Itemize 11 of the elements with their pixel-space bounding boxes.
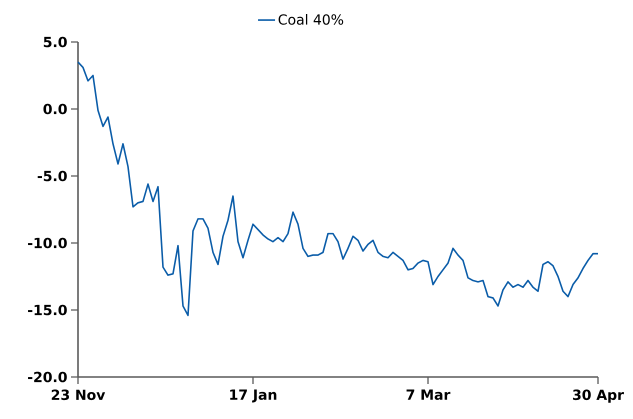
x-tick-label: 7 Mar (406, 390, 450, 400)
y-tick-label: -5.0 (38, 170, 67, 182)
y-tick-label: 5.0 (44, 36, 67, 48)
y-tick-label: -10.0 (28, 238, 67, 248)
legend-label: Coal 40% (278, 14, 344, 25)
x-tick-label: 30 Apr (572, 390, 624, 403)
y-tick-label: 0.0 (43, 104, 67, 114)
x-tick-label: 17 Jan (230, 390, 276, 402)
y-tick-label: -15.0 (28, 304, 67, 316)
y-tick-label: -20.0 (28, 372, 67, 382)
x-tick-label: 23 Nov (52, 390, 106, 400)
